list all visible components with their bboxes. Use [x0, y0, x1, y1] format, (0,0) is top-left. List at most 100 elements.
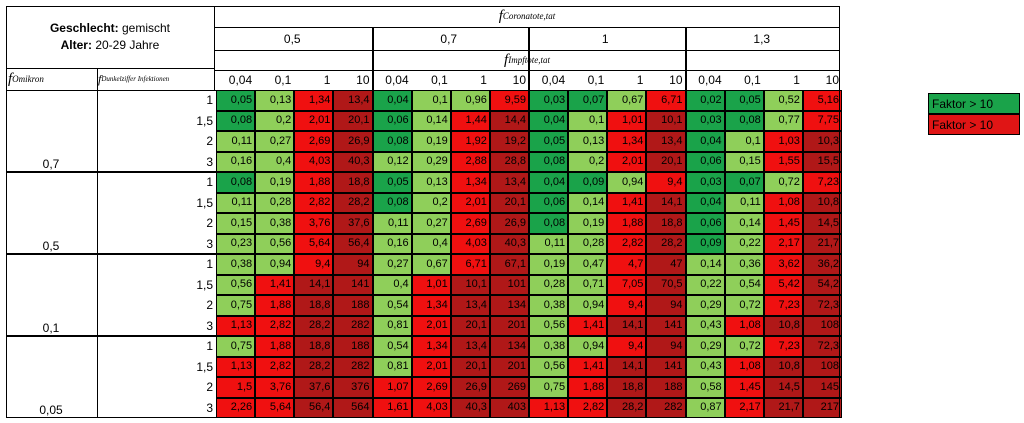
grid-line [528, 27, 530, 418]
table-cell: 7,05 [607, 274, 647, 295]
table-cell: 1,5 [216, 377, 256, 398]
grid-line [6, 417, 840, 418]
table-cell: 0,72 [763, 172, 803, 193]
table-cell: 0,56 [529, 315, 569, 336]
table-cell: 376 [333, 377, 373, 398]
omikron-value: 0,7 [42, 157, 60, 171]
dunkelziffer-value: 2 [206, 380, 213, 395]
table-cell: 26,9 [489, 213, 529, 234]
table-cell: 1,07 [372, 377, 412, 398]
table-cell: 0,07 [568, 90, 608, 111]
grid-line [6, 253, 840, 255]
dunkelziffer-value: 2 [206, 216, 213, 231]
table-cell: 0,06 [529, 192, 569, 213]
impf-column-header: 0,1 [744, 73, 761, 87]
table-cell: 0,75 [216, 295, 256, 316]
table-cell: 0,43 [685, 356, 725, 377]
table-cell: 14,1 [646, 192, 686, 213]
impf-column-header: 10 [825, 73, 839, 87]
table-cell: 1,55 [763, 151, 803, 172]
table-cell: 0,12 [372, 151, 412, 172]
table-cell: 18,8 [294, 336, 334, 357]
impf-column-header: 1 [480, 73, 487, 87]
table-cell: 0,38 [529, 295, 569, 316]
impf-column-header: 0,1 [587, 73, 605, 87]
table-cell: 2,69 [294, 131, 334, 152]
table-cell: 0,08 [216, 172, 256, 193]
grid-line [684, 27, 687, 418]
table-cell: 4,03 [294, 151, 334, 172]
table-cell: 18,8 [646, 213, 686, 234]
dunkelziffer-value: 1 [206, 257, 213, 272]
table-cell: 0,19 [255, 172, 295, 193]
table-cell: 0,27 [372, 254, 412, 275]
table-cell: 5,64 [294, 233, 334, 254]
table-cell: 0,38 [216, 254, 256, 275]
table-cell: 0,19 [411, 131, 451, 152]
f-omikron-base: f [8, 70, 13, 87]
table-cell: 19,2 [489, 131, 529, 152]
table-cell: 0,08 [372, 131, 412, 152]
table-cell: 0,13 [255, 90, 295, 111]
table-cell: 108 [802, 315, 842, 336]
table-cell: 5,64 [255, 397, 295, 418]
table-cell: 0,11 [724, 192, 764, 213]
grid-line [6, 68, 215, 69]
table-cell: 1,88 [255, 336, 295, 357]
table-cell: 40,3 [450, 397, 490, 418]
table-cell: 2,88 [450, 151, 490, 172]
table-cell: 18,8 [294, 295, 334, 316]
table-cell: 201 [489, 315, 529, 336]
table-cell: 94 [646, 295, 686, 316]
grid-line [6, 6, 840, 7]
table-cell: 1,08 [763, 192, 803, 213]
table-cell: 1,88 [568, 377, 608, 398]
grid-line [839, 6, 840, 418]
table-cell: 2,01 [411, 356, 451, 377]
table-cell: 0,23 [216, 233, 256, 254]
table-cell: 1,41 [568, 356, 608, 377]
table-cell: 0,04 [529, 110, 569, 131]
table-cell: 0,67 [411, 254, 451, 275]
table-cell: 0,38 [255, 213, 295, 234]
f-impftote-base: f [504, 51, 509, 68]
dunkelziffer-value: 1 [206, 93, 213, 108]
table-cell: 0,14 [724, 213, 764, 234]
table-cell: 70,5 [646, 274, 686, 295]
table-cell: 0,54 [372, 295, 412, 316]
table-cell: 0,94 [568, 295, 608, 316]
table-cell: 0,11 [372, 213, 412, 234]
omikron-value: 0,5 [42, 239, 60, 253]
f-coronatote-base: f [498, 8, 503, 24]
table-cell: 0,54 [724, 274, 764, 295]
table-cell: 0,47 [568, 254, 608, 275]
table-cell: 1,44 [450, 110, 490, 131]
grid-line [214, 50, 840, 51]
gender-label: Geschlecht: [49, 20, 119, 35]
table-cell: 0,09 [568, 172, 608, 193]
table-cell: 20,1 [450, 356, 490, 377]
table-cell: 0,36 [724, 254, 764, 275]
table-cell: 403 [489, 397, 529, 418]
table-cell: 0,04 [372, 90, 412, 111]
table-cell: 72,3 [802, 295, 842, 316]
impf-column-header: 10 [512, 73, 526, 87]
table-cell: 282 [646, 397, 686, 418]
table-cell: 0,02 [685, 90, 725, 111]
table-cell: 0,72 [724, 295, 764, 316]
gender-line: Geschlecht: gemischt [50, 20, 170, 37]
table-cell: 0,96 [450, 90, 490, 111]
table-cell: 14,1 [294, 274, 334, 295]
table-cell: 37,6 [294, 377, 334, 398]
table-cell: 40,3 [489, 233, 529, 254]
table-cell: 1,01 [411, 274, 451, 295]
table-cell: 0,67 [607, 90, 647, 111]
table-cell: 54,2 [802, 274, 842, 295]
table-cell: 1,88 [607, 213, 647, 234]
table-cell: 0,03 [685, 172, 725, 193]
table-cell: 2,17 [763, 233, 803, 254]
table-cell: 141 [646, 315, 686, 336]
table-cell: 4,03 [450, 233, 490, 254]
table-cell: 0,08 [529, 213, 569, 234]
table-cell: 0,1 [568, 110, 608, 131]
